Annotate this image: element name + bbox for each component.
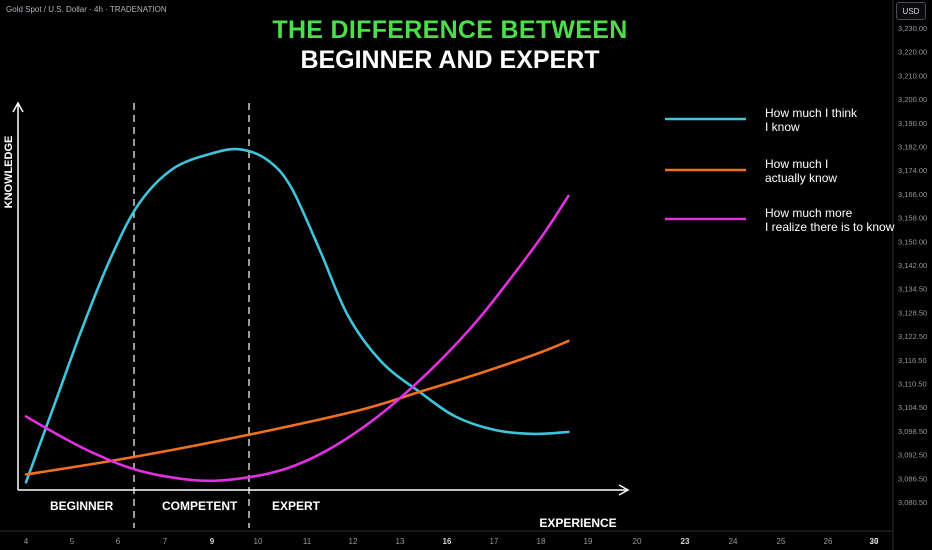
chart-subtitle: BEGINNER AND EXPERT: [300, 46, 600, 74]
x-tick-label: 6: [116, 537, 121, 546]
x-tick-label: 17: [490, 537, 499, 546]
y-axis-arrow: [12, 101, 24, 113]
x-tick-label: 5: [70, 537, 75, 546]
y-tick-label: 3,190.00: [898, 119, 927, 128]
y-tick-label: 3,104.50: [898, 403, 927, 412]
legend-label-think: How much I think I know: [765, 106, 858, 134]
y-tick-label: 3,200.00: [898, 95, 927, 104]
x-tick-label: 27: [870, 537, 879, 546]
y-tick-label: 3,116.50: [898, 356, 927, 365]
y-tick-label: 3,166.00: [898, 190, 927, 199]
x-tick-label: 18: [537, 537, 546, 546]
y-tick-label: 3,128.50: [898, 308, 927, 317]
region-label-expert: EXPERT: [272, 499, 321, 513]
y-axis-label: KNOWLEDGE: [3, 136, 15, 209]
y-tick-label: 3,110.50: [898, 380, 927, 389]
y-tick-label: 3,098.50: [898, 427, 927, 436]
y-tick-label: 3,142.00: [898, 261, 927, 270]
y-tick-label: 3,182.00: [898, 143, 927, 152]
y-tick-label: 3,086.50: [898, 474, 927, 483]
y-tick-label: 3,150.00: [898, 237, 927, 246]
x-tick-label: 25: [777, 537, 786, 546]
y-tick-label: 3,220.00: [898, 48, 927, 57]
region-label-competent: COMPETENT: [162, 499, 238, 513]
chart-title: THE DIFFERENCE BETWEEN: [272, 16, 628, 44]
currency-selector[interactable]: USD: [896, 2, 926, 20]
y-tick-label: 3,122.50: [898, 332, 927, 341]
y-tick-label: 3,092.50: [898, 451, 927, 460]
region-label-beginner: BEGINNER: [50, 499, 114, 513]
y-tick-label: 3,134.50: [898, 285, 927, 294]
legend-label-realize: How much more I realize there is to know: [765, 206, 895, 234]
x-tick-label: 23: [681, 537, 690, 546]
y-tick-label: 3,080.50: [898, 498, 927, 507]
x-tick-label: 19: [584, 537, 593, 546]
x-tick-label: 7: [163, 537, 168, 546]
x-tick-label: 13: [396, 537, 405, 546]
series-line-actually: [24, 339, 570, 476]
x-tick-label: 10: [254, 537, 263, 546]
x-axis-arrow: [618, 484, 630, 496]
x-tick-label: 4: [24, 537, 29, 546]
y-tick-label: 3,158.00: [898, 214, 927, 223]
y-tick-label: 3,210.00: [898, 71, 927, 80]
x-tick-label: 9: [210, 537, 215, 546]
x-tick-label: 26: [824, 537, 833, 546]
y-tick-label: 3,174.00: [898, 166, 927, 175]
x-tick-label: 11: [303, 537, 312, 546]
x-tick-label: 16: [443, 537, 452, 546]
x-tick-label: 30: [870, 537, 879, 546]
x-tick-label: 12: [349, 537, 358, 546]
series-line-think: [24, 147, 570, 484]
series-line-realize: [24, 194, 570, 483]
symbol-label: Gold Spot / U.S. Dollar · 4h · TRADENATI…: [6, 5, 167, 14]
x-tick-label: 20: [633, 537, 642, 546]
y-tick-label: 3,230.00: [898, 24, 927, 33]
x-tick-label: 24: [729, 537, 738, 546]
x-axis-label: EXPERIENCE: [539, 516, 616, 530]
legend-label-actually: How much I actually know: [765, 157, 838, 185]
